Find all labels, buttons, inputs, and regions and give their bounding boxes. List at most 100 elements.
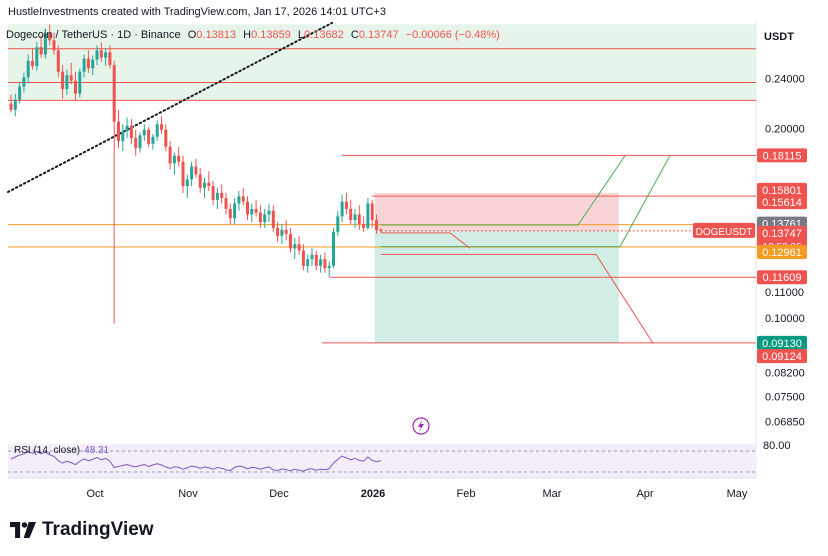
y-tick-label: 0.10000 [765, 313, 805, 325]
symbol-tag [693, 222, 755, 238]
candle-body [160, 124, 163, 130]
candle-body [61, 71, 65, 89]
y-tick-label: 0.24000 [765, 73, 805, 85]
chart-attribution: HustleInvestments created with TradingVi… [8, 6, 386, 18]
candle-body [155, 124, 159, 137]
currency-label[interactable]: USDT [764, 31, 794, 43]
bearish-path-1 [380, 232, 471, 249]
candle-body [237, 196, 241, 204]
candle-body [9, 103, 13, 110]
candle-body [233, 203, 237, 219]
candle-body [121, 131, 125, 141]
x-tick-label: Oct [86, 488, 103, 500]
candle-body [306, 259, 310, 266]
candle-body [215, 192, 219, 200]
candle-body [340, 201, 344, 217]
candle-body [95, 50, 99, 60]
candle-body [78, 71, 82, 94]
candle-body [129, 125, 133, 139]
candle-body [258, 212, 262, 223]
candle-body [323, 259, 327, 269]
candle-body [190, 166, 194, 180]
symbol-tag-label: DOGEUSDT [696, 227, 753, 238]
x-tick-label: Dec [269, 488, 289, 500]
rsi-axis-label: 80.00 [763, 440, 791, 452]
candle-body [220, 192, 224, 199]
candle-body [104, 52, 108, 58]
candle-body [18, 86, 22, 100]
candle-body [314, 254, 318, 266]
target-zone [374, 230, 619, 343]
candle-body [198, 174, 202, 188]
candle-body [267, 210, 271, 215]
tradingview-logo-icon [10, 522, 36, 538]
price-tag-label: 0.09124 [762, 351, 802, 363]
price-tag [757, 335, 807, 350]
high-value: 0.13859 [251, 29, 291, 41]
candle-body [319, 259, 323, 266]
candle-body [250, 208, 254, 215]
y-tick-label: 0.07500 [765, 392, 805, 404]
price-tag-label: 0.15614 [762, 197, 802, 209]
candle-body [344, 201, 348, 209]
candle-body [31, 60, 34, 67]
candle-body [284, 229, 288, 234]
candle-body [185, 179, 189, 187]
candle-body [357, 214, 361, 224]
candle-body [117, 121, 120, 141]
candle-body [241, 196, 245, 202]
rsi-band [8, 444, 756, 478]
rsi-value: 48.31 [84, 445, 110, 456]
tradingview-brand[interactable]: TradingView [10, 519, 154, 541]
open-label: O [187, 29, 197, 41]
y-tick-label: 0.20000 [765, 123, 805, 135]
candle-body [271, 210, 275, 228]
price-tag [757, 245, 807, 260]
candle-body [370, 203, 374, 221]
candle-body [194, 166, 198, 175]
x-tick-label: Nov [178, 488, 198, 500]
candle-body [151, 136, 155, 144]
candle-body [172, 155, 176, 164]
candle-body [280, 229, 284, 236]
candle-body [134, 138, 138, 149]
candle-body [254, 208, 258, 213]
price-tag [757, 195, 807, 210]
candle-body [332, 231, 335, 266]
symbol-legend: Dogecoin / TetherUS · 1D · Binance O 0.13… [6, 29, 500, 41]
x-tick-label: May [727, 488, 748, 500]
candle-body [224, 198, 228, 209]
candle-body [327, 265, 331, 269]
candle-body [211, 186, 215, 200]
y-tick-label: 0.11000 [765, 287, 804, 299]
y-tick-label: 0.06850 [765, 417, 805, 429]
price-tag-label: 0.13747 [762, 228, 802, 240]
candle-body [276, 227, 280, 236]
candle-body [310, 254, 314, 260]
candle-body [177, 155, 181, 162]
bullish-path-1 [380, 155, 626, 226]
candle-body [353, 214, 357, 221]
bullish-path-2 [380, 155, 671, 248]
rsi-legend: RSI (14, close) 48.31 [14, 445, 109, 456]
candle-body [362, 223, 366, 228]
candle-body [82, 58, 86, 72]
candle-body [297, 244, 301, 251]
candle-body [99, 50, 103, 58]
y-tick-label: 0.08200 [765, 367, 805, 379]
x-tick-label: Feb [457, 488, 476, 500]
candle-body [35, 47, 39, 67]
symbol-name: Dogecoin / TetherUS · 1D · Binance [6, 29, 181, 41]
candle-body [349, 208, 353, 221]
candle-body [228, 208, 232, 219]
candle-body [142, 129, 146, 136]
candle-body [91, 59, 95, 69]
price-tag-label: 0.11609 [763, 272, 802, 284]
price-tag [757, 270, 807, 285]
low-label: L [297, 29, 305, 41]
candle-body [263, 214, 267, 223]
price-tag-label: 0.09130 [762, 338, 802, 350]
candle-body [26, 60, 30, 78]
trend-line [7, 21, 333, 193]
